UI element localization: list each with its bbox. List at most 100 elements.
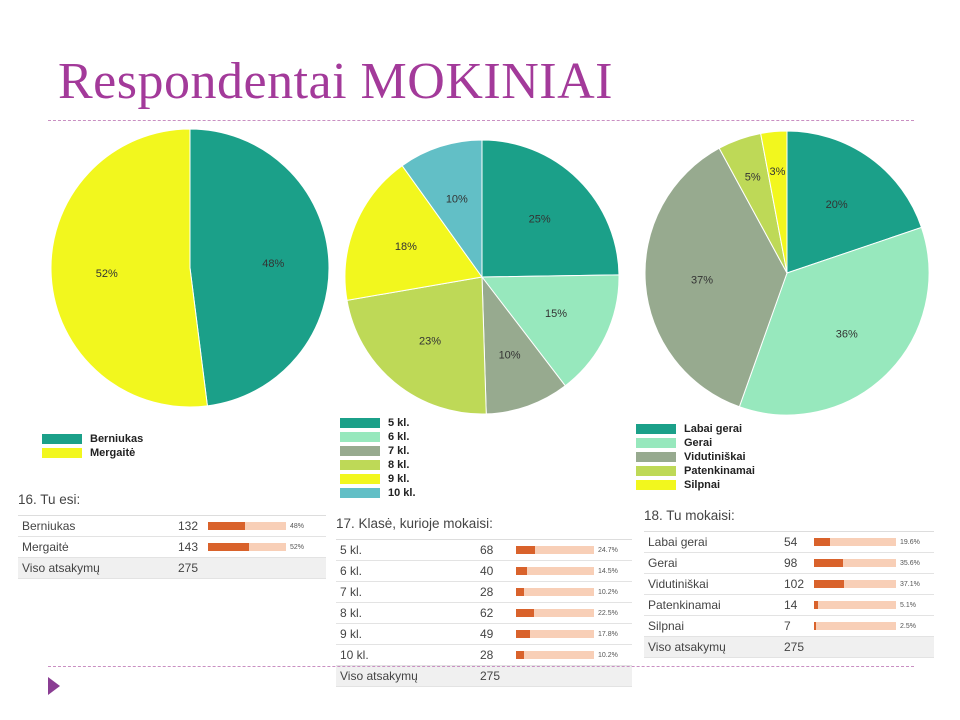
- slice-data-label: 10%: [446, 194, 468, 206]
- row-bar: [208, 522, 286, 530]
- pie-slice: [50, 128, 208, 408]
- table-row: Vidutiniškai 102 37.1%: [644, 574, 934, 595]
- pie-slice: [401, 139, 483, 279]
- table-row: Silpnai 7 2.5%: [644, 616, 934, 637]
- row-bar: [516, 588, 594, 596]
- row-percent: 5.1%: [900, 601, 916, 609]
- row-label: Labai gerai: [648, 535, 708, 549]
- row-count: 7: [784, 619, 791, 633]
- row-label: Gerai: [648, 556, 678, 570]
- table-row: Berniukas 132 48%: [18, 516, 326, 537]
- legend-swatch: [42, 448, 82, 458]
- table-body: Labai gerai 54 19.6% Gerai 98 35.6% Vidutinišk…: [644, 531, 934, 658]
- row-label: 7 kl.: [340, 585, 363, 599]
- row-percent: 37.1%: [900, 580, 920, 588]
- row-bar: [516, 567, 594, 575]
- legend-label: 9 kl.: [388, 473, 410, 485]
- row-bar: [208, 543, 286, 551]
- slice-data-label: 18%: [395, 241, 417, 253]
- row-bar: [516, 546, 594, 554]
- row-percent: 35.6%: [900, 559, 920, 567]
- row-bar: [516, 651, 594, 659]
- row-percent: 2.5%: [900, 622, 916, 630]
- legend-swatch: [340, 460, 380, 470]
- bottom-divider: [48, 666, 914, 667]
- legend-item: 10 kl.: [340, 486, 416, 500]
- row-bar-fill: [516, 651, 524, 659]
- table-row: Gerai 98 35.6%: [644, 553, 934, 574]
- row-count: 143: [178, 540, 199, 554]
- slice-data-label: 37%: [691, 275, 713, 287]
- row-count: 68: [480, 543, 494, 557]
- legend-swatch: [340, 418, 380, 428]
- row-count: 40: [480, 564, 494, 578]
- row-bar-fill: [814, 622, 817, 630]
- pie-slice: [760, 130, 788, 274]
- slice-data-label: 52%: [96, 268, 118, 280]
- legend-label: 6 kl.: [388, 431, 410, 443]
- row-label: Berniukas: [22, 519, 76, 533]
- slice-data-label: 23%: [419, 336, 441, 348]
- legend-item: 5 kl.: [340, 416, 416, 430]
- row-percent: 10.2%: [598, 651, 618, 659]
- row-percent: 19.6%: [900, 538, 920, 546]
- row-label: 6 kl.: [340, 564, 363, 578]
- total-count: 275: [480, 669, 501, 683]
- row-count: 132: [178, 519, 199, 533]
- row-bar: [814, 538, 896, 546]
- row-bar: [814, 622, 896, 630]
- legend-swatch: [636, 424, 676, 434]
- slice-data-label: 5%: [745, 172, 761, 184]
- legend-item: 9 kl.: [340, 472, 416, 486]
- row-percent: 10.2%: [598, 588, 618, 596]
- slice-data-label: 25%: [529, 213, 551, 225]
- row-count: 14: [784, 598, 798, 612]
- row-count: 28: [480, 648, 494, 662]
- pie-chart-class: 25% 15% 10% 23% 18% 10%: [344, 139, 620, 415]
- slide-title: Respondentai MOKINIAI: [58, 53, 613, 110]
- legend-item: 7 kl.: [340, 444, 416, 458]
- total-count: 275: [178, 561, 199, 575]
- row-bar: [516, 609, 594, 617]
- table-row: Labai gerai 54 19.6%: [644, 532, 934, 553]
- slice-data-label: 10%: [499, 349, 521, 361]
- row-percent: 22.5%: [598, 609, 618, 617]
- row-label: Silpnai: [648, 619, 685, 633]
- row-bar-fill: [516, 546, 536, 554]
- total-label: Viso atsakymų: [22, 561, 100, 575]
- legend-swatch: [340, 474, 380, 484]
- legend-swatch: [636, 480, 676, 490]
- row-bar: [814, 580, 896, 588]
- table-row: 7 kl. 28 10.2%: [336, 582, 632, 603]
- legend-swatch: [42, 434, 82, 444]
- legend-label: Berniukas: [90, 433, 144, 445]
- row-bar-fill: [814, 538, 831, 546]
- table-total-row: Viso atsakymų 275: [18, 558, 326, 579]
- row-bar: [814, 559, 896, 567]
- row-bar-fill: [208, 543, 249, 551]
- row-bar-fill: [516, 588, 524, 596]
- pie-slice: [344, 164, 483, 301]
- legend-item: Gerai: [636, 436, 755, 450]
- row-label: 9 kl.: [340, 627, 363, 641]
- row-percent: 24.7%: [598, 546, 618, 554]
- pie-chart-grades: 20% 36% 37% 5% 3%: [644, 130, 930, 416]
- legend-label: 8 kl.: [388, 459, 410, 471]
- top-divider: [48, 120, 914, 121]
- table-row: Patenkinamai 14 5.1%: [644, 595, 934, 616]
- table-total-row: Viso atsakymų 275: [336, 666, 632, 687]
- legend-label: Patenkinamai: [684, 465, 755, 477]
- legend-swatch: [636, 452, 676, 462]
- legend-item: 6 kl.: [340, 430, 416, 444]
- legend-gender: Berniukas Mergaitė: [42, 432, 143, 460]
- row-label: 8 kl.: [340, 606, 363, 620]
- results-table-gender: 16. Tu esi: Berniukas 132 48% Mergaitė 143 52%…: [18, 492, 326, 579]
- legend-label: 10 kl.: [388, 487, 416, 499]
- legend-label: 5 kl.: [388, 417, 410, 429]
- pie-slice: [481, 275, 566, 415]
- row-bar-fill: [814, 601, 819, 609]
- legend-label: 7 kl.: [388, 445, 410, 457]
- row-percent: 48%: [290, 522, 305, 530]
- table-total-row: Viso atsakymų 275: [644, 637, 934, 658]
- table-row: 8 kl. 62 22.5%: [336, 603, 632, 624]
